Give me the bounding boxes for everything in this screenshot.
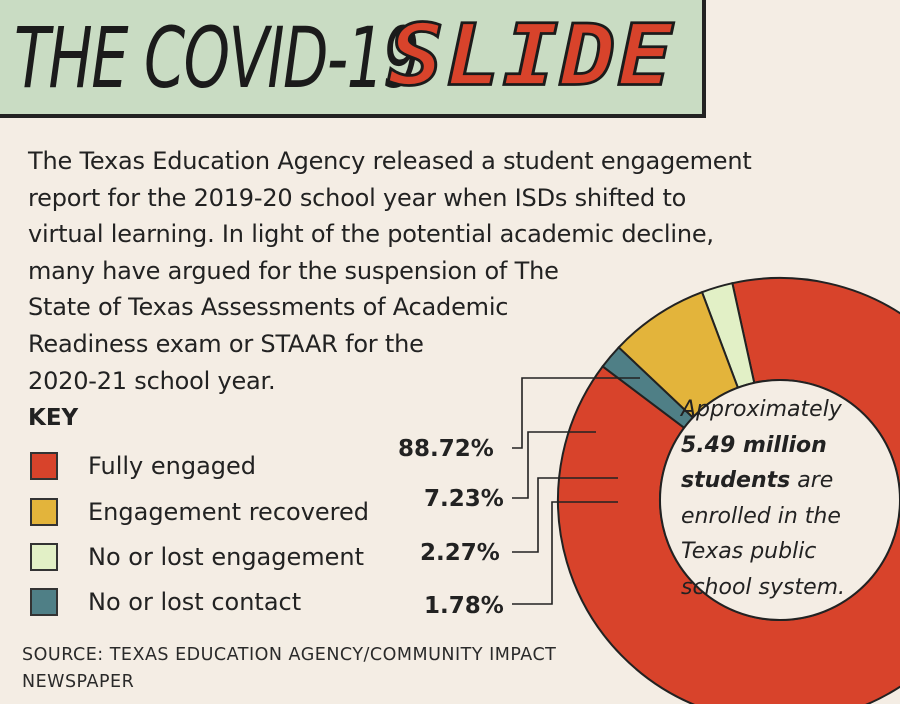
donut-center-text: Approximately 5.49 million students are … [681,392,881,605]
legend-label: Fully engaged [88,452,257,480]
title-banner: THE COVID-19 SLIDE [0,0,706,118]
legend-item-no-or-lost-engagement: No or lost engagement [30,543,364,571]
center-line-bold: 5.49 million [681,432,827,458]
intro-line: report for the 2019-20 school year when … [28,183,687,212]
center-line: school system. [681,574,846,600]
legend-label: Engagement recovered [88,498,370,526]
legend-label: No or lost contact [88,588,302,616]
key-heading: KEY [28,405,79,431]
legend-item-fully-engaged: Fully engaged [30,452,256,480]
legend-label: No or lost engagement [88,543,365,571]
legend-item-engagement-recovered: Engagement recovered [30,498,369,526]
leader-engagement-recovered [512,431,596,499]
center-line: are [790,468,834,493]
leader-no-or-lost-engagement [512,477,618,553]
donut-hole [659,379,900,621]
center-line: Approximately [681,397,842,422]
source-note: SOURCE: TEXAS EDUCATION AGENCY/COMMUNITY… [22,645,557,692]
center-line: enrolled in the [681,503,841,529]
legend-item-no-or-lost-contact: No or lost contact [30,588,301,616]
legend-swatch [30,588,58,616]
legend-swatch [30,498,58,526]
value-label-no-or-lost-engagement: 2.27% [420,540,500,566]
leader-no-or-lost-contact [512,501,618,605]
value-label-no-or-lost-contact: 1.78% [424,593,504,619]
intro-line: virtual learning. In light of the potent… [28,220,714,249]
intro-paragraph: The Texas Education Agency released a st… [28,143,843,399]
legend-swatch [30,452,58,480]
intro-line: The Texas Education Agency released a st… [28,147,752,175]
title-accent: SLIDE [387,6,675,105]
leader-fully-engaged [512,377,640,449]
intro-line: State of Texas Assessments of Academic [28,293,509,322]
value-label-fully-engaged: 88.72% [398,436,494,462]
intro-line: Readiness exam or STAAR for the [28,329,424,358]
intro-line: many have argued for the suspension of T… [28,256,559,285]
legend-swatch [30,543,58,571]
value-label-engagement-recovered: 7.23% [424,486,504,512]
center-line-bold: students [681,468,791,493]
intro-line: 2020-21 school year. [28,366,276,395]
center-line: Texas public [681,539,817,564]
